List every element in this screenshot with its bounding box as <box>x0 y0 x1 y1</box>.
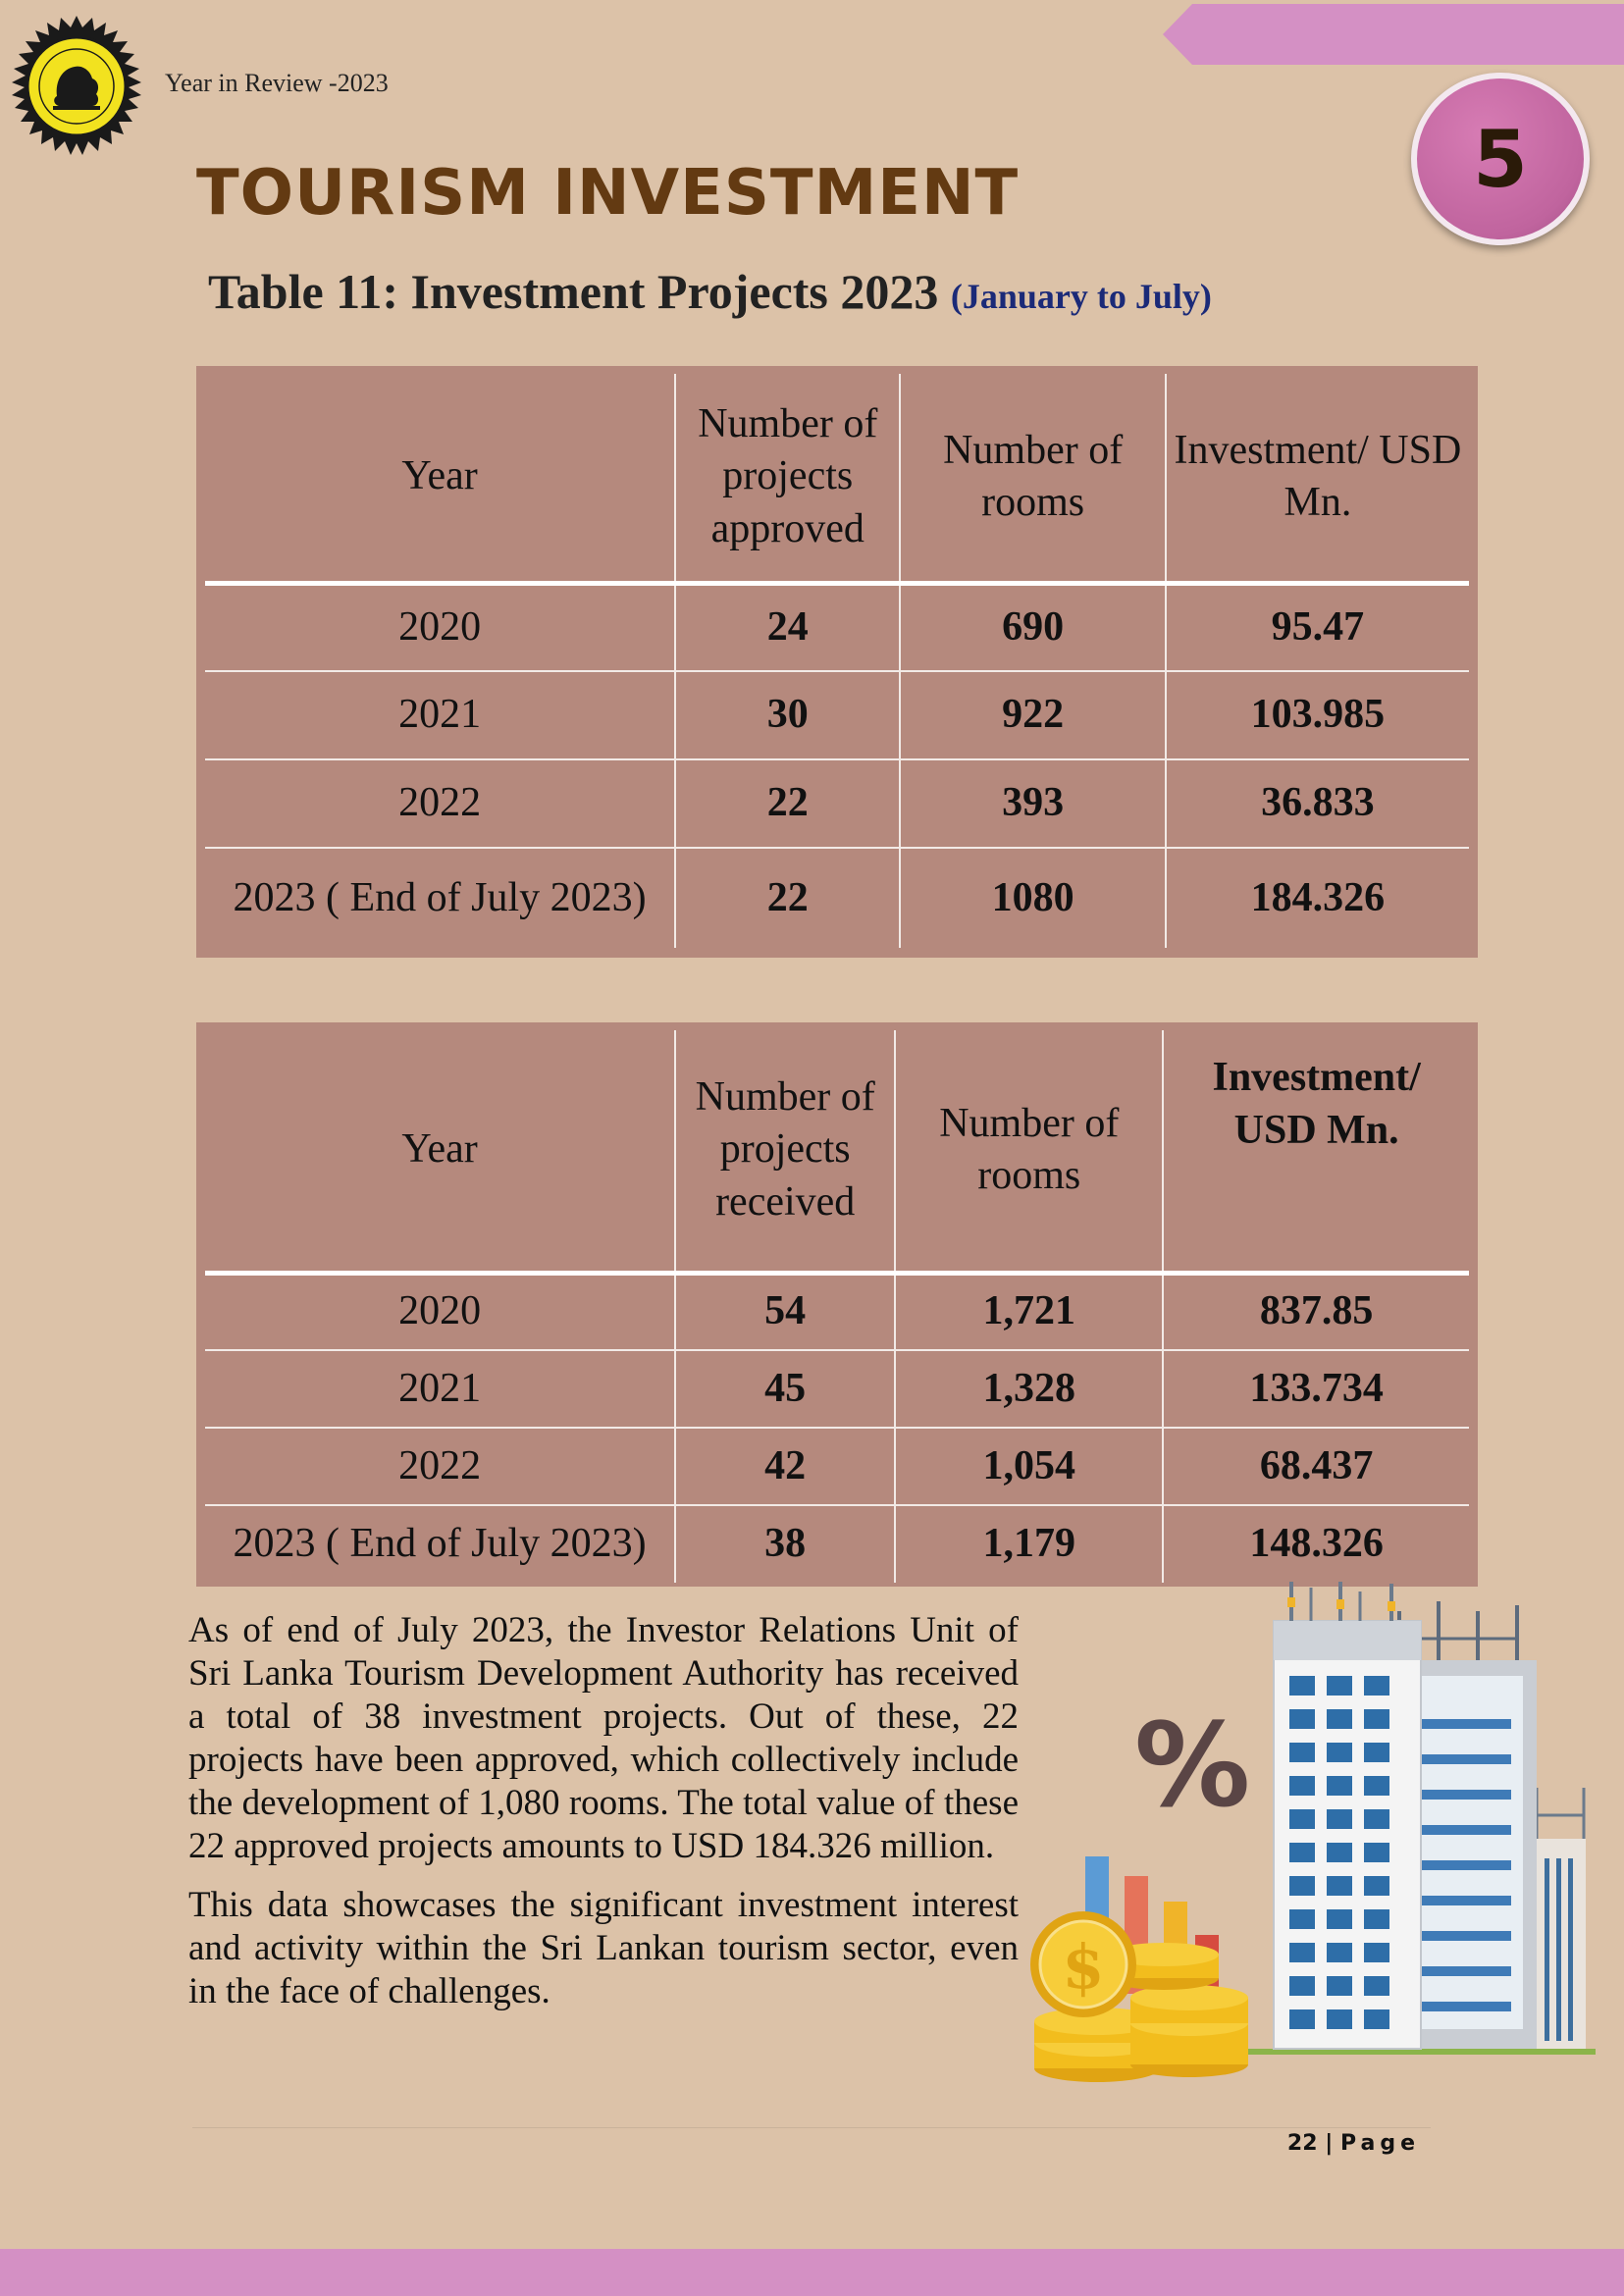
table-title: Table 11: Investment Projects 2023 (Janu… <box>208 263 1212 320</box>
table-cell: 45 <box>674 1349 896 1428</box>
page-number-value: 22 <box>1286 2131 1318 2156</box>
column-header: Year <box>205 1030 676 1276</box>
table-cell: 24 <box>674 583 901 671</box>
table-cell-year: 2021 <box>205 1349 676 1428</box>
table-cell: 38 <box>674 1504 896 1583</box>
table-cell-year: 2021 <box>205 670 676 759</box>
table-cell: 36.833 <box>1164 758 1469 848</box>
front-tower-icon <box>1273 1582 1422 2050</box>
table-cell-year: 2020 <box>398 603 482 650</box>
table-cell: 95.47 <box>1164 583 1469 671</box>
table-row: 2023 ( End of July 2023) 38 1,179 148.32… <box>205 1504 1469 1583</box>
percent-icon: % <box>1134 1697 1250 1833</box>
dollar-coin-icon: $ <box>1030 1911 1136 2017</box>
table-cell: 690 <box>899 583 1166 671</box>
table-row: 2022 22 393 36.833 <box>205 758 1469 848</box>
table-row: 2023 ( End of July 2023) 22 1080 184.326 <box>205 847 1469 948</box>
page-number-separator: | <box>1325 2131 1334 2156</box>
table-cell: 393 <box>899 758 1166 848</box>
table-row: 2022 42 1,054 68.437 <box>205 1427 1469 1505</box>
footer-band <box>0 2249 1624 2296</box>
table-cell-year: 2023 ( End of July 2023) <box>205 1504 676 1583</box>
table-cell: 133.734 <box>1162 1349 1469 1428</box>
page-number: 22 | Page <box>1287 2131 1420 2156</box>
chapter-number-badge: 5 <box>1411 73 1590 245</box>
table-row: 2020 54 1,721 837.85 <box>205 1273 1469 1350</box>
table-cell: 1,721 <box>894 1273 1164 1350</box>
column-header: Number of projects received <box>674 1030 896 1276</box>
page-title: TOURISM INVESTMENT <box>196 157 1020 230</box>
table-cell-year: 2023 ( End of July 2023) <box>205 847 676 948</box>
summary-text: As of end of July 2023, the Investor Rel… <box>188 1609 1019 2029</box>
table-row: 2021 45 1,328 133.734 <box>205 1349 1469 1428</box>
footer-divider <box>192 2127 1431 2128</box>
table-header-row: Year Number of projects received Number … <box>205 1030 1469 1276</box>
table-cell: 68.437 <box>1162 1427 1469 1505</box>
table-cell: 22 <box>674 758 901 848</box>
table-cell: 148.326 <box>1162 1504 1469 1583</box>
table-cell: 1080 <box>899 847 1166 948</box>
received-projects-table: Year Number of projects received Number … <box>196 1022 1478 1587</box>
column-header: Number of projects approved <box>674 374 901 586</box>
year-in-review-label: Year in Review -2023 <box>165 69 389 97</box>
table-cell: 22 <box>674 847 901 948</box>
small-tower-icon <box>1535 1788 1586 2049</box>
table-cell: 42 <box>674 1427 896 1505</box>
table-cell: 1,179 <box>894 1504 1164 1583</box>
summary-paragraph: As of end of July 2023, the Investor Rel… <box>188 1610 1019 1866</box>
table-title-subtitle: (January to July) <box>950 277 1212 316</box>
table-cell-year: 2020 <box>398 1288 482 1334</box>
header-ribbon <box>1163 4 1624 65</box>
column-header: Year <box>205 374 676 586</box>
table-cell: 103.985 <box>1164 670 1469 759</box>
table-cell: 922 <box>899 670 1166 759</box>
tourism-authority-emblem-icon <box>12 16 141 155</box>
investment-buildings-illustration: % $ <box>1030 1582 1596 2082</box>
table-cell: 30 <box>674 670 901 759</box>
table-row: 2020 24 690 95.47 <box>205 583 1469 671</box>
table-cell-year: 2022 <box>205 758 676 848</box>
summary-paragraph: This data showcases the significant inve… <box>188 1885 1019 2011</box>
approved-projects-table: Year Number of projects approved Number … <box>196 366 1478 958</box>
table-title-main: Table 11: Investment Projects 2023 <box>208 264 939 319</box>
table-cell: 54 <box>674 1273 896 1350</box>
dollar-sign: $ <box>1062 1931 1104 2003</box>
column-header: Investment/ USD Mn. <box>1164 374 1469 586</box>
table-cell: 1,054 <box>894 1427 1164 1505</box>
table-cell: 184.326 <box>1164 847 1469 948</box>
table-cell: 837.85 <box>1162 1273 1469 1350</box>
table-row: 2021 30 922 103.985 <box>205 670 1469 759</box>
table-cell: 1,328 <box>894 1349 1164 1428</box>
page-word: Page <box>1339 2131 1420 2156</box>
table-header-row: Year Number of projects approved Number … <box>205 374 1469 586</box>
column-header: Investment/ USD Mn. <box>1162 1030 1469 1276</box>
column-header: Number of rooms <box>894 1030 1164 1276</box>
column-header: Number of rooms <box>899 374 1166 586</box>
table-cell-year: 2022 <box>205 1427 676 1505</box>
